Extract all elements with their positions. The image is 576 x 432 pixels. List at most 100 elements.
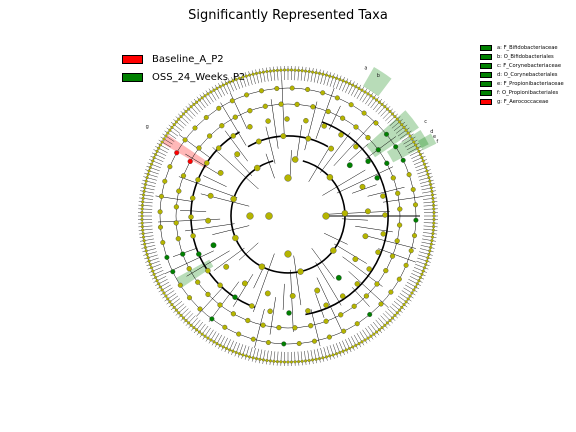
leaf-edge xyxy=(269,67,272,82)
branch-edge xyxy=(304,101,318,151)
taxon-node xyxy=(160,239,166,245)
leaf-edge xyxy=(370,323,380,336)
leaf-edge xyxy=(393,121,406,131)
leaf-edge xyxy=(142,179,157,184)
branch-edge xyxy=(265,126,276,164)
leaf-node xyxy=(328,354,332,358)
leaf-edge xyxy=(317,348,321,363)
branch-edge xyxy=(315,262,342,306)
leaf-node xyxy=(258,71,262,75)
taxon-node xyxy=(352,256,359,262)
leaf-edge xyxy=(326,346,332,360)
branch-edge xyxy=(289,150,292,177)
taxon-node xyxy=(353,143,359,150)
taxon-node xyxy=(267,308,273,314)
taxon-node xyxy=(413,217,419,223)
leaf-node xyxy=(279,360,283,364)
taxon-node xyxy=(229,98,235,104)
leaf-node xyxy=(432,203,436,207)
leaf-node xyxy=(166,131,170,135)
leaf-edge xyxy=(423,201,438,204)
leaf-edge xyxy=(140,238,154,242)
taxon-node xyxy=(296,341,302,347)
leaf-node xyxy=(268,359,272,363)
leaf-node xyxy=(218,343,222,347)
taxon-node xyxy=(284,116,290,122)
leaf-edge xyxy=(294,66,296,81)
taxon-node xyxy=(326,334,332,340)
leaf-node xyxy=(418,152,422,157)
leaf-node xyxy=(141,235,146,239)
leaf-node xyxy=(286,360,290,364)
leaf-edge xyxy=(185,315,196,326)
taxon-node xyxy=(205,217,212,224)
branch-edge xyxy=(282,283,285,310)
leaf-edge xyxy=(393,301,406,311)
leaf-node xyxy=(248,355,252,359)
branch-edge xyxy=(365,136,397,160)
level-ring xyxy=(159,87,417,345)
leaf-node xyxy=(341,349,345,353)
leaf-node xyxy=(254,357,259,361)
leaf-edge xyxy=(323,71,328,85)
leaf-node xyxy=(261,358,265,362)
leaf-node xyxy=(157,146,161,150)
leaf-edge xyxy=(365,327,374,340)
clade-letter-marker: e xyxy=(433,134,436,140)
taxon-node xyxy=(374,175,380,181)
leaf-node xyxy=(143,186,147,190)
leaf-node xyxy=(404,128,408,132)
leaf-edge xyxy=(348,337,355,351)
taxon-node xyxy=(365,158,371,165)
taxon-node xyxy=(400,157,406,163)
branch-edge xyxy=(334,243,367,264)
leaf-edge xyxy=(221,337,228,351)
taxon-node xyxy=(216,105,222,111)
leaf-node xyxy=(400,305,404,309)
leaf-edge xyxy=(259,68,263,83)
leaf-edge xyxy=(297,66,300,81)
leaf-edge xyxy=(329,345,335,359)
taxon-node xyxy=(361,110,367,116)
leaf-node xyxy=(430,193,435,197)
taxon-node xyxy=(406,172,412,178)
taxon-node xyxy=(328,145,334,152)
leaf-node xyxy=(347,82,352,86)
taxon-node xyxy=(326,174,334,181)
leaf-edge xyxy=(422,232,437,235)
taxon-node xyxy=(203,114,209,120)
taxon-node xyxy=(157,209,163,215)
branch-edge xyxy=(320,132,351,173)
leaf-node xyxy=(272,69,276,73)
taxon-node xyxy=(246,212,254,220)
leaf-edge xyxy=(160,136,173,145)
taxon-node xyxy=(234,151,241,158)
leaf-edge xyxy=(320,70,325,85)
leaf-edge xyxy=(280,66,282,81)
legend-swatch-baseline xyxy=(122,54,143,64)
leaf-node xyxy=(141,196,145,200)
branch-edge xyxy=(348,143,369,162)
leaf-edge xyxy=(143,176,157,181)
leaf-node xyxy=(160,140,164,144)
leaf-edge xyxy=(367,94,377,107)
leaf-edge xyxy=(188,317,198,329)
leaf-edge xyxy=(138,225,153,228)
leaf-edge xyxy=(139,232,154,235)
branch-edge xyxy=(178,134,212,159)
leaf-edge xyxy=(244,346,250,360)
leaf-edge xyxy=(423,208,438,210)
leaf-edge xyxy=(142,248,157,253)
leaf-node xyxy=(400,123,404,127)
leaf-node xyxy=(141,228,145,232)
leaf-edge xyxy=(178,308,189,319)
leaf-edge xyxy=(412,155,426,162)
branch-edge xyxy=(295,124,303,163)
taxon-node xyxy=(241,280,248,287)
taxon-node xyxy=(180,173,187,179)
leaf-node xyxy=(140,210,144,215)
taxon-node xyxy=(359,183,366,190)
branch-edge xyxy=(316,277,344,334)
leaf-edge xyxy=(356,333,365,346)
leaf-edge xyxy=(417,257,431,263)
